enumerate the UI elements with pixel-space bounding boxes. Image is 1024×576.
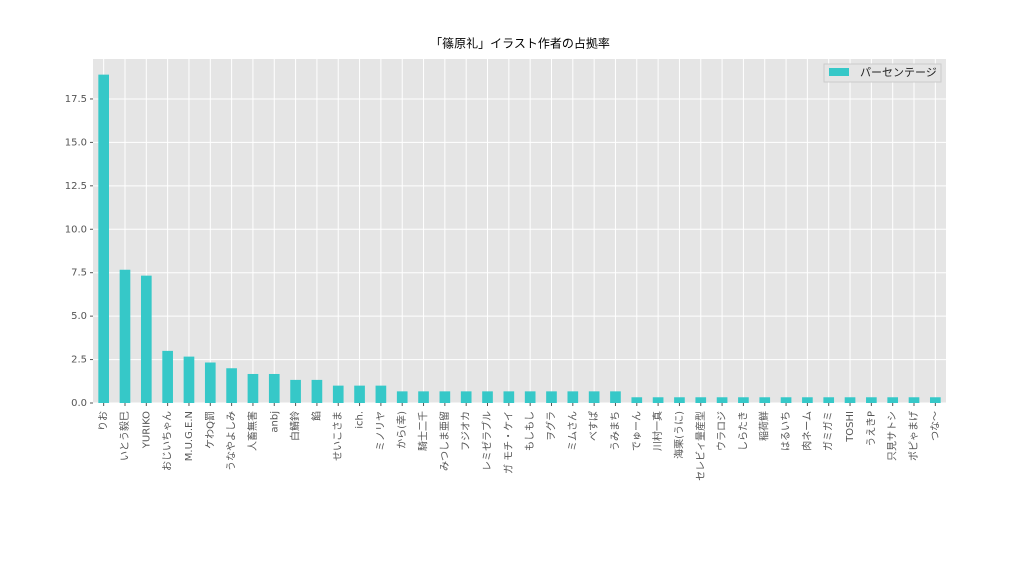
bar bbox=[908, 397, 920, 403]
x-tick-label: 餡 bbox=[310, 411, 323, 421]
bar bbox=[140, 275, 152, 403]
x-tick-label: ケわQ罰 bbox=[204, 411, 216, 449]
bar bbox=[226, 368, 237, 403]
bar bbox=[204, 362, 216, 403]
y-tick-label: 2.5 bbox=[71, 355, 87, 366]
bar bbox=[311, 379, 323, 403]
bar bbox=[887, 397, 899, 403]
bar bbox=[716, 397, 728, 403]
x-tick-label: べすぱ bbox=[588, 411, 600, 441]
x-tick-label: M.U.G.E.N bbox=[184, 411, 195, 461]
bar bbox=[524, 391, 536, 403]
x-tick-label: 只見サトシ bbox=[887, 411, 899, 461]
bar bbox=[460, 391, 472, 403]
x-tick-label: 騎士二千 bbox=[417, 411, 430, 451]
bar bbox=[567, 391, 579, 403]
legend-label: パーセンテージ bbox=[860, 66, 937, 79]
x-tick-label: はるいち bbox=[780, 411, 792, 451]
y-tick-label: 5.0 bbox=[71, 311, 87, 322]
bar bbox=[98, 74, 109, 404]
bar bbox=[418, 391, 429, 403]
bar bbox=[183, 356, 195, 403]
x-tick-label: レミゼラブル bbox=[481, 411, 494, 471]
bar bbox=[247, 373, 259, 403]
x-tick-label: ミムさん bbox=[567, 411, 579, 451]
x-tick-label: 川村一真 bbox=[651, 411, 664, 451]
x-tick-label: TOSHI bbox=[845, 411, 856, 443]
x-tick-label: ガミガミ bbox=[823, 411, 835, 451]
x-tick-label: いとう毅巳 bbox=[118, 411, 131, 461]
bar bbox=[290, 379, 301, 403]
y-tick-label: 17.5 bbox=[65, 94, 87, 105]
chart-title: 「篠原礼」イラスト作者の占拠率 bbox=[430, 36, 610, 51]
x-tick-label: しらたき bbox=[737, 411, 749, 451]
bar bbox=[930, 397, 941, 403]
x-tick-label: フジオカ bbox=[460, 411, 472, 451]
legend-swatch bbox=[829, 68, 849, 76]
x-tick-label: 人畜無害 bbox=[246, 411, 259, 451]
bar bbox=[546, 391, 557, 403]
bar bbox=[503, 391, 515, 403]
x-tick-label: 海栗(うに) bbox=[672, 411, 685, 459]
bar bbox=[268, 373, 280, 403]
x-tick-label: うなやよしみ bbox=[226, 411, 238, 471]
bar bbox=[119, 269, 131, 403]
x-tick-label: りお bbox=[98, 411, 110, 431]
x-tick-label: ウラロジ bbox=[716, 411, 728, 451]
bar bbox=[354, 385, 365, 403]
bar bbox=[588, 391, 600, 403]
legend-box bbox=[823, 63, 942, 83]
x-tick-label: anbj bbox=[269, 411, 280, 433]
bar bbox=[695, 397, 707, 403]
bar bbox=[866, 397, 877, 403]
plot-background bbox=[93, 59, 946, 403]
x-tick-label: ポピゃまげ bbox=[908, 411, 920, 461]
x-tick-label: ミノリヤ bbox=[376, 411, 387, 451]
x-tick-label: ガ モチ・ケイ bbox=[503, 411, 515, 474]
bar bbox=[844, 397, 856, 403]
x-tick-label: から(幸) bbox=[396, 411, 408, 449]
bar bbox=[439, 391, 451, 403]
y-tick-label: 12.5 bbox=[65, 181, 87, 192]
x-tick-label: おじいちゃん bbox=[162, 411, 174, 471]
bar bbox=[759, 397, 771, 403]
bar bbox=[631, 397, 643, 403]
bar bbox=[396, 391, 408, 403]
x-tick-label: YURIKO bbox=[141, 411, 152, 449]
x-tick-label: つな〜 bbox=[929, 411, 941, 441]
bar bbox=[738, 397, 749, 403]
x-tick-label: 稲荷鮮 bbox=[758, 411, 771, 441]
bar bbox=[780, 397, 792, 403]
bar bbox=[674, 397, 685, 403]
x-tick-label: 肉ネーム bbox=[800, 411, 813, 451]
bar bbox=[802, 397, 813, 403]
bar bbox=[332, 385, 344, 403]
y-tick-label: 15.0 bbox=[65, 137, 87, 148]
x-tick-label: ich. bbox=[355, 411, 366, 429]
x-tick-label: うみまち bbox=[609, 411, 621, 451]
x-tick-label: うえきP bbox=[865, 411, 877, 447]
x-tick-label: でゅーん bbox=[631, 411, 643, 451]
x-tick-label: 白鯖鈴 bbox=[289, 411, 302, 441]
x-tick-label: セレビィ量産型 bbox=[694, 411, 707, 481]
y-tick-label: 10.0 bbox=[65, 224, 87, 235]
x-tick-label: もしもし bbox=[524, 411, 536, 451]
x-tick-label: せいこさま bbox=[332, 411, 344, 461]
bar bbox=[162, 350, 173, 403]
bar bbox=[610, 391, 621, 403]
y-tick-label: 0.0 bbox=[71, 398, 87, 409]
x-tick-label: ヲグラ bbox=[544, 411, 557, 441]
y-tick-label: 7.5 bbox=[71, 268, 87, 279]
bar bbox=[482, 391, 493, 403]
bar bbox=[652, 397, 664, 403]
x-tick-label: みつしま亜留 bbox=[438, 411, 451, 471]
bar bbox=[823, 397, 835, 403]
bar bbox=[375, 385, 387, 403]
